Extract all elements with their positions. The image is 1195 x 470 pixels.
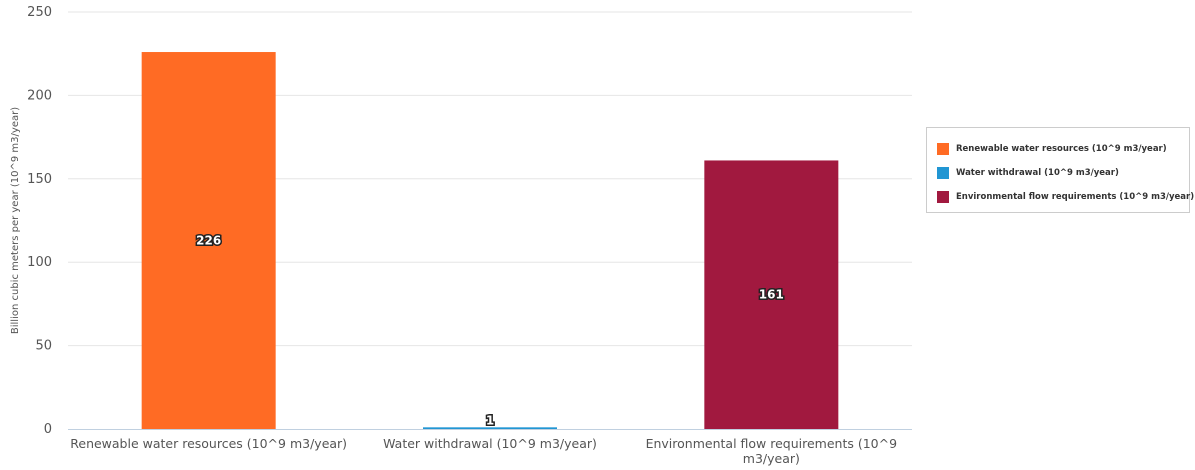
legend-label-withdrawal: Water withdrawal (10^9 m3/year) [956,168,1119,178]
legend-label-environmental: Environmental flow requirements (10^9 m3… [956,192,1195,202]
bar[interactable] [423,427,557,429]
bars [141,52,839,429]
legend-item-withdrawal[interactable]: Water withdrawal (10^9 m3/year) [937,166,1119,180]
y-tick-label: 150 [27,172,52,187]
legend-swatch-renewable [937,143,949,155]
bar[interactable] [704,160,839,429]
data-label: 226 [196,234,221,248]
data-label: 161 [759,288,784,302]
y-tick-label: 250 [27,5,52,20]
x-category-label: Water withdrawal (10^9 m3/year) [383,436,597,451]
x-axis-categories: Renewable water resources (10^9 m3/year)… [70,436,897,466]
data-label: 1 [486,413,494,427]
bar[interactable] [141,52,276,429]
y-tick-label: 0 [44,422,52,437]
legend-item-renewable[interactable]: Renewable water resources (10^9 m3/year) [937,142,1167,156]
y-tick-label: 50 [35,339,52,354]
legend-swatch-environmental [937,191,949,203]
legend: Renewable water resources (10^9 m3/year)… [926,127,1194,213]
y-axis-ticks: 0 50 100 150 200 250 [27,5,52,437]
legend-label-renewable: Renewable water resources (10^9 m3/year) [956,144,1167,154]
y-tick-label: 200 [27,88,52,103]
y-tick-label: 100 [27,255,52,270]
y-axis-label: Billion cubic meters per year (10^9 m3/y… [10,107,21,334]
legend-item-environmental[interactable]: Environmental flow requirements (10^9 m3… [937,190,1194,204]
x-category-label: Renewable water resources (10^9 m3/year) [70,436,347,451]
legend-swatch-withdrawal [937,167,949,179]
x-category-label: Environmental flow requirements (10^9 m3/… [646,436,898,466]
data-labels: 226 1 161 [195,232,786,429]
